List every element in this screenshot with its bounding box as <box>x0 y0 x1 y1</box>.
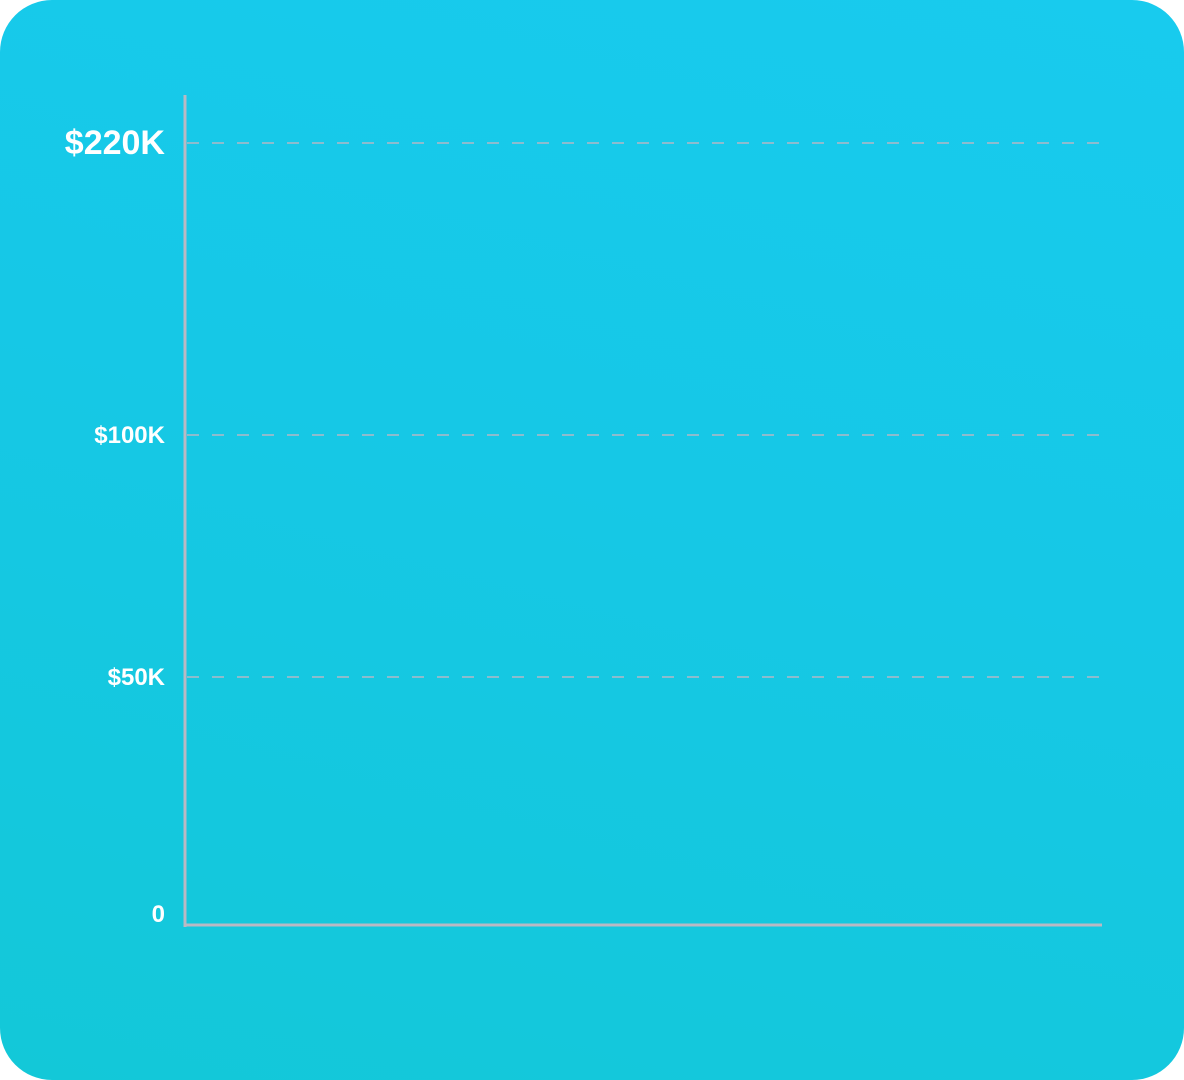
y-tick-label: 0 <box>152 901 165 928</box>
y-tick-label: $100K <box>94 422 165 449</box>
y-tick-label: $50K <box>108 664 166 691</box>
y-tick-label: $220K <box>65 124 166 162</box>
y-tick-labels: $220K $100K $50K 0 <box>65 124 166 928</box>
grid-lines <box>187 142 1102 678</box>
